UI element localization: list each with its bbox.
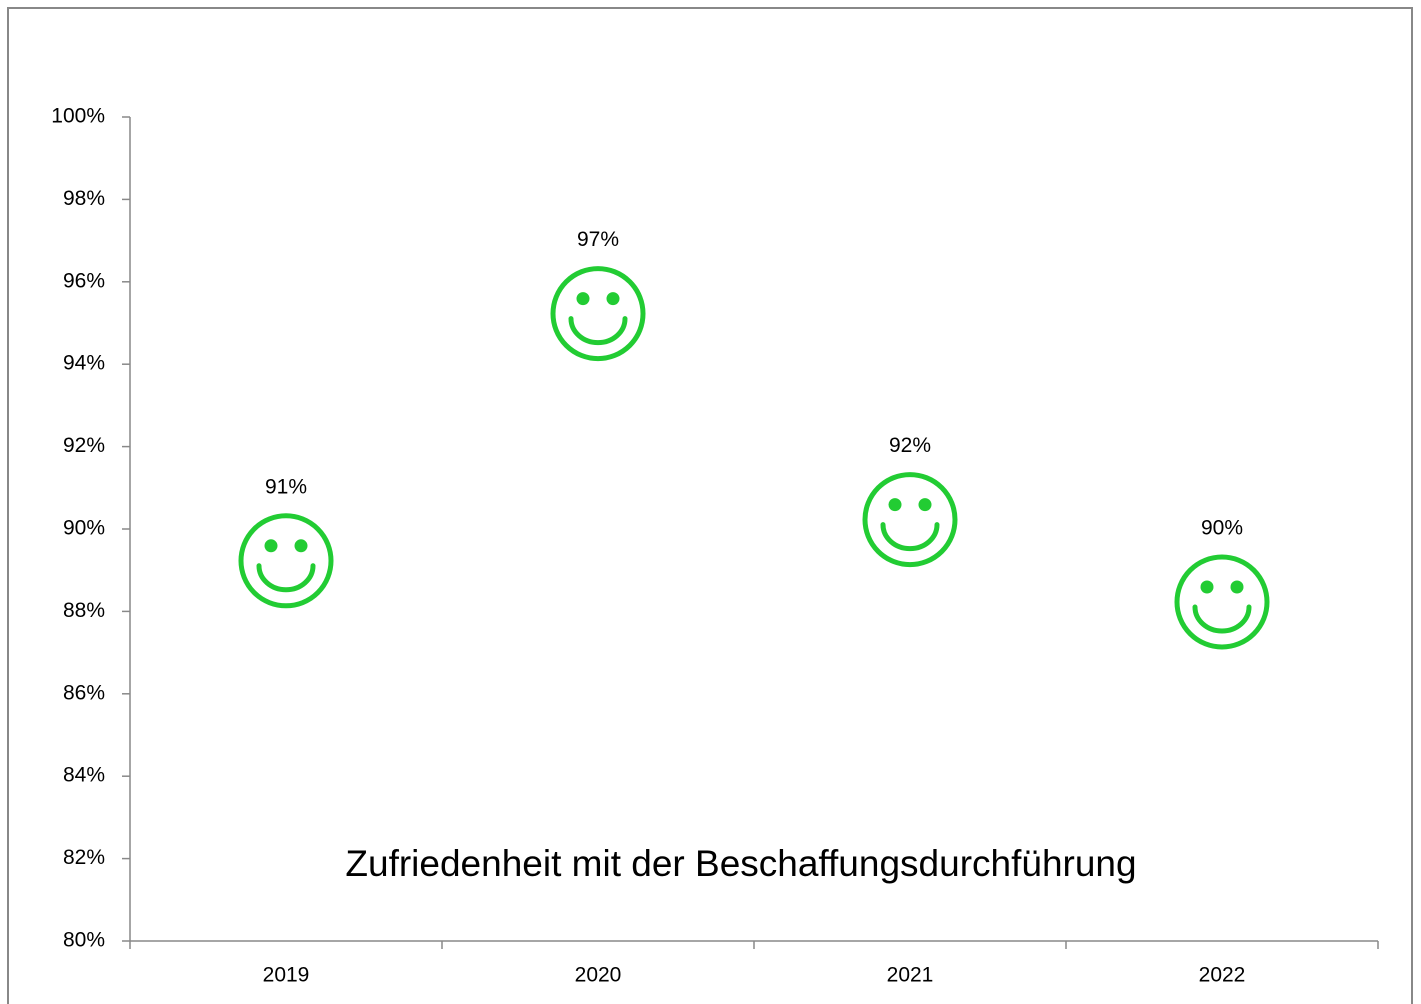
smiley-mouth [568,316,628,346]
smiley-marker [550,266,646,362]
smiley-mouth [880,522,940,552]
smiley-marker [238,513,334,609]
smiley-eye [576,292,590,306]
smiley-marker [1174,554,1270,650]
y-tick-label: 82% [63,846,105,869]
smiley-marker [862,472,958,568]
smiley-face [238,513,334,609]
y-tick-label: 100% [51,105,105,128]
smiley-eye [1200,580,1214,594]
x-tick-label: 2021 [887,964,934,987]
smiley-eye [1230,580,1244,594]
smiley-face [550,266,646,362]
smiley-eye [264,539,278,553]
y-tick-label: 90% [63,517,105,540]
x-tick-label: 2020 [575,964,622,987]
y-tick-label: 94% [63,352,105,375]
x-tick-label: 2022 [1199,964,1246,987]
data-label: 97% [577,228,619,251]
smiley-face [862,472,958,568]
y-tick-label: 92% [63,434,105,457]
y-tick-label: 98% [63,187,105,210]
smiley-eye [606,292,620,306]
data-label: 92% [889,434,931,457]
data-label: 90% [1201,517,1243,540]
y-tick-label: 88% [63,599,105,622]
smiley-mouth [1192,604,1252,634]
chart-title: Zufriedenheit mit der Beschaffungsdurchf… [345,843,1136,884]
y-tick-label: 84% [63,764,105,787]
chart-border [7,7,1413,1004]
smiley-mouth [256,563,316,593]
smiley-eye [888,498,902,512]
smiley-eye [294,539,308,553]
smiley-face [1174,554,1270,650]
y-tick-label: 96% [63,269,105,292]
y-tick-label: 80% [63,929,105,952]
smiley-eye [918,498,932,512]
x-tick-label: 2019 [263,964,310,987]
y-tick-label: 86% [63,681,105,704]
data-label: 91% [265,475,307,498]
